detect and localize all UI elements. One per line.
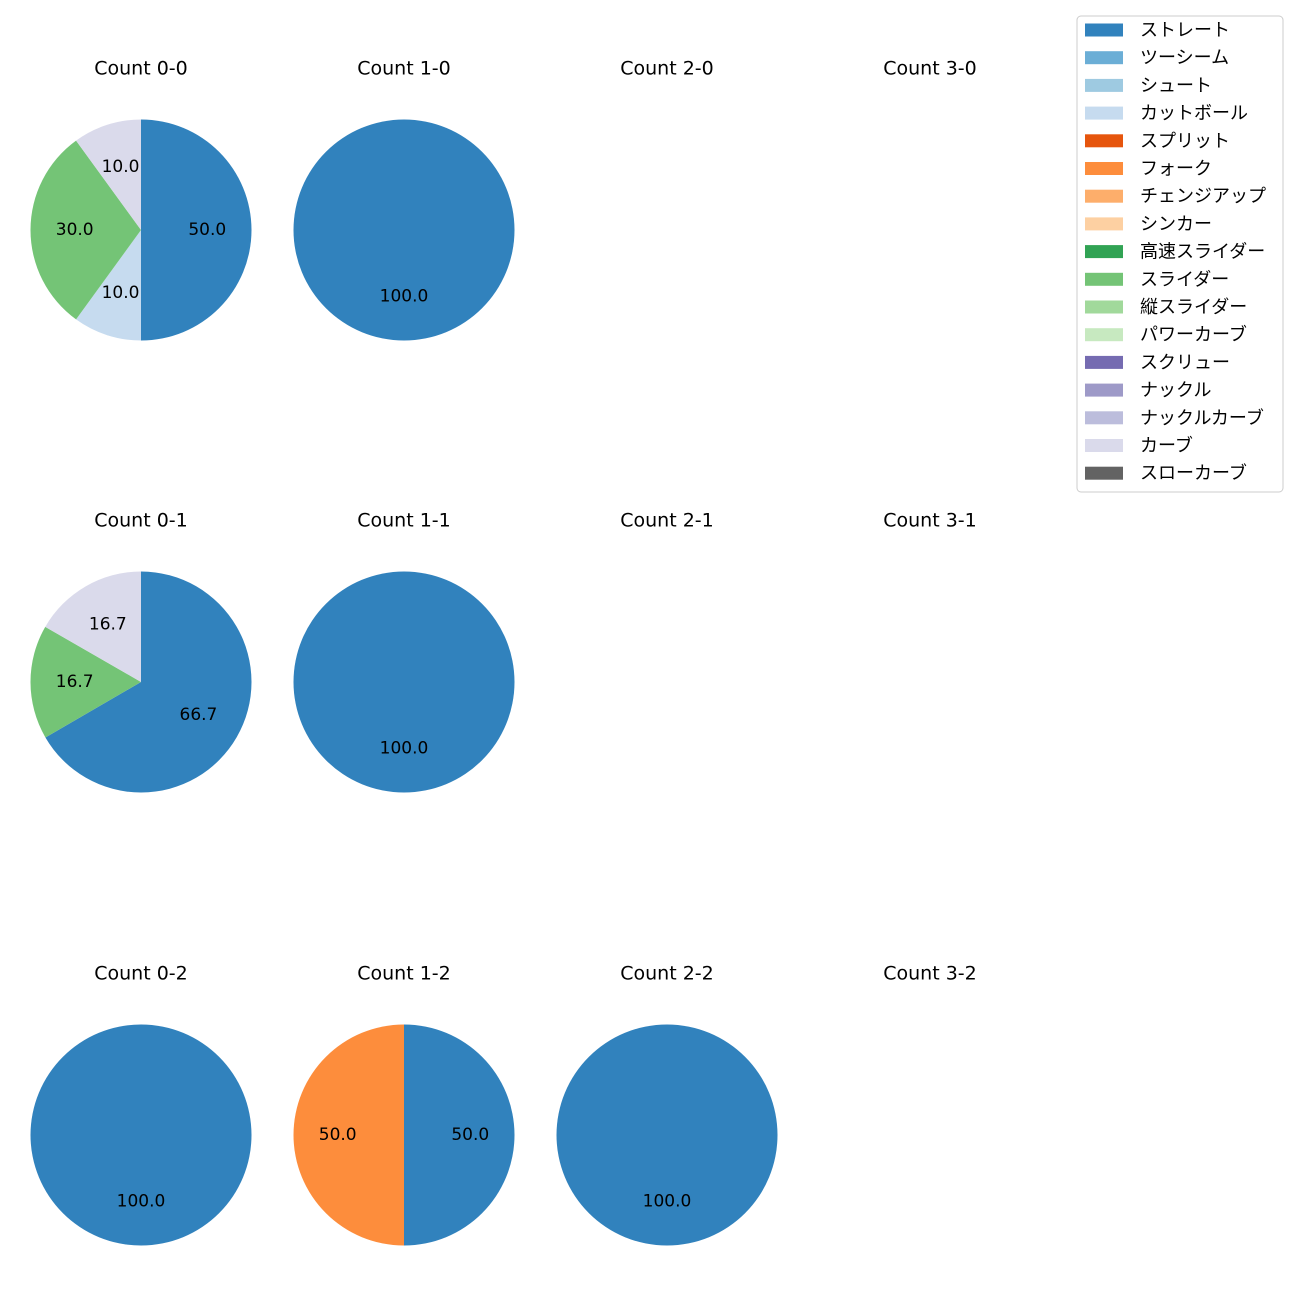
panel-title: Count 1-2 — [357, 963, 451, 985]
slice-label: 50.0 — [451, 1125, 489, 1145]
legend-swatch — [1085, 189, 1123, 203]
pie-slice — [404, 1024, 515, 1246]
panel-title: Count 0-2 — [94, 963, 188, 985]
legend-swatch — [1085, 78, 1123, 92]
legend-frame — [1076, 15, 1284, 493]
panel-title: Count 0-1 — [94, 510, 188, 532]
slice-label: 100.0 — [117, 1191, 166, 1211]
pie-slice — [556, 1024, 778, 1246]
pie-slice — [293, 1024, 404, 1246]
legend-label: スライダー — [1140, 269, 1229, 290]
legend-label: フォーク — [1140, 159, 1212, 180]
pie-slice — [141, 119, 252, 341]
legend: ストレートツーシームシュートカットボールスプリットフォークチェンジアップシンカー… — [1076, 15, 1284, 493]
slice-label: 10.0 — [102, 157, 140, 177]
panel-title: Count 2-1 — [620, 510, 714, 532]
pie-slice — [45, 571, 141, 682]
panel-title: Count 0-0 — [94, 58, 188, 80]
legend-swatch — [1085, 106, 1123, 120]
panel-title: Count 2-0 — [620, 58, 714, 80]
slice-label: 100.0 — [380, 738, 429, 758]
pie-slice — [76, 119, 141, 230]
panel-title: Count 1-0 — [357, 58, 451, 80]
slice-label: 16.7 — [56, 672, 94, 692]
legend-swatch — [1085, 217, 1123, 231]
legend-swatch — [1085, 134, 1123, 148]
pie-slice — [45, 571, 252, 793]
slice-label: 30.0 — [56, 220, 94, 240]
legend-swatch — [1085, 355, 1123, 369]
legend-swatch — [1085, 300, 1123, 314]
panel-title: Count 1-1 — [357, 510, 451, 532]
legend-label: チェンジアップ — [1140, 186, 1266, 207]
slice-label: 10.0 — [102, 283, 140, 303]
legend-swatch — [1085, 466, 1123, 480]
legend-label: パワーカーブ — [1140, 324, 1247, 346]
legend-label: ツーシーム — [1140, 48, 1229, 69]
legend-swatch — [1085, 439, 1123, 452]
legend-label: シュート — [1140, 75, 1212, 96]
slice-label: 100.0 — [643, 1191, 692, 1211]
legend-swatch — [1085, 328, 1123, 342]
panel-title: Count 3-2 — [883, 963, 977, 985]
pie-slice — [30, 626, 141, 738]
panel-title: Count 3-1 — [883, 510, 977, 532]
legend-label: 高速スライダー — [1140, 242, 1265, 263]
legend-label: カーブ — [1140, 435, 1193, 457]
slice-label: 50.0 — [188, 220, 226, 240]
legend-swatch — [1085, 383, 1123, 397]
pie-slice — [76, 230, 141, 341]
legend-label: カットボール — [1140, 103, 1248, 124]
pie-slice — [30, 1024, 252, 1246]
legend-label: ナックル — [1140, 380, 1211, 401]
pie-slice — [293, 119, 515, 341]
panel-title: Count 2-2 — [620, 963, 714, 985]
legend-swatch — [1085, 51, 1123, 65]
legend-swatch — [1085, 245, 1123, 259]
legend-label: スクリュー — [1140, 352, 1230, 373]
legend-label: スローカーブ — [1140, 462, 1247, 484]
legend-swatch — [1085, 162, 1123, 175]
legend-label: ナックルカーブ — [1140, 407, 1264, 429]
legend-label: スプリット — [1140, 131, 1230, 152]
legend-swatch — [1085, 23, 1123, 37]
legend-label: シンカー — [1140, 214, 1212, 235]
slice-label: 66.7 — [180, 705, 218, 725]
panel-title: Count 3-0 — [883, 58, 977, 80]
legend-label: ストレート — [1140, 20, 1230, 41]
slice-label: 16.7 — [89, 615, 127, 635]
pie-slice — [30, 140, 142, 320]
legend-label: 縦スライダー — [1140, 297, 1247, 318]
slice-label: 50.0 — [319, 1125, 357, 1145]
pie-slice — [293, 571, 515, 793]
legend-swatch — [1085, 272, 1123, 286]
legend-swatch — [1085, 411, 1123, 425]
slice-label: 100.0 — [380, 286, 429, 306]
